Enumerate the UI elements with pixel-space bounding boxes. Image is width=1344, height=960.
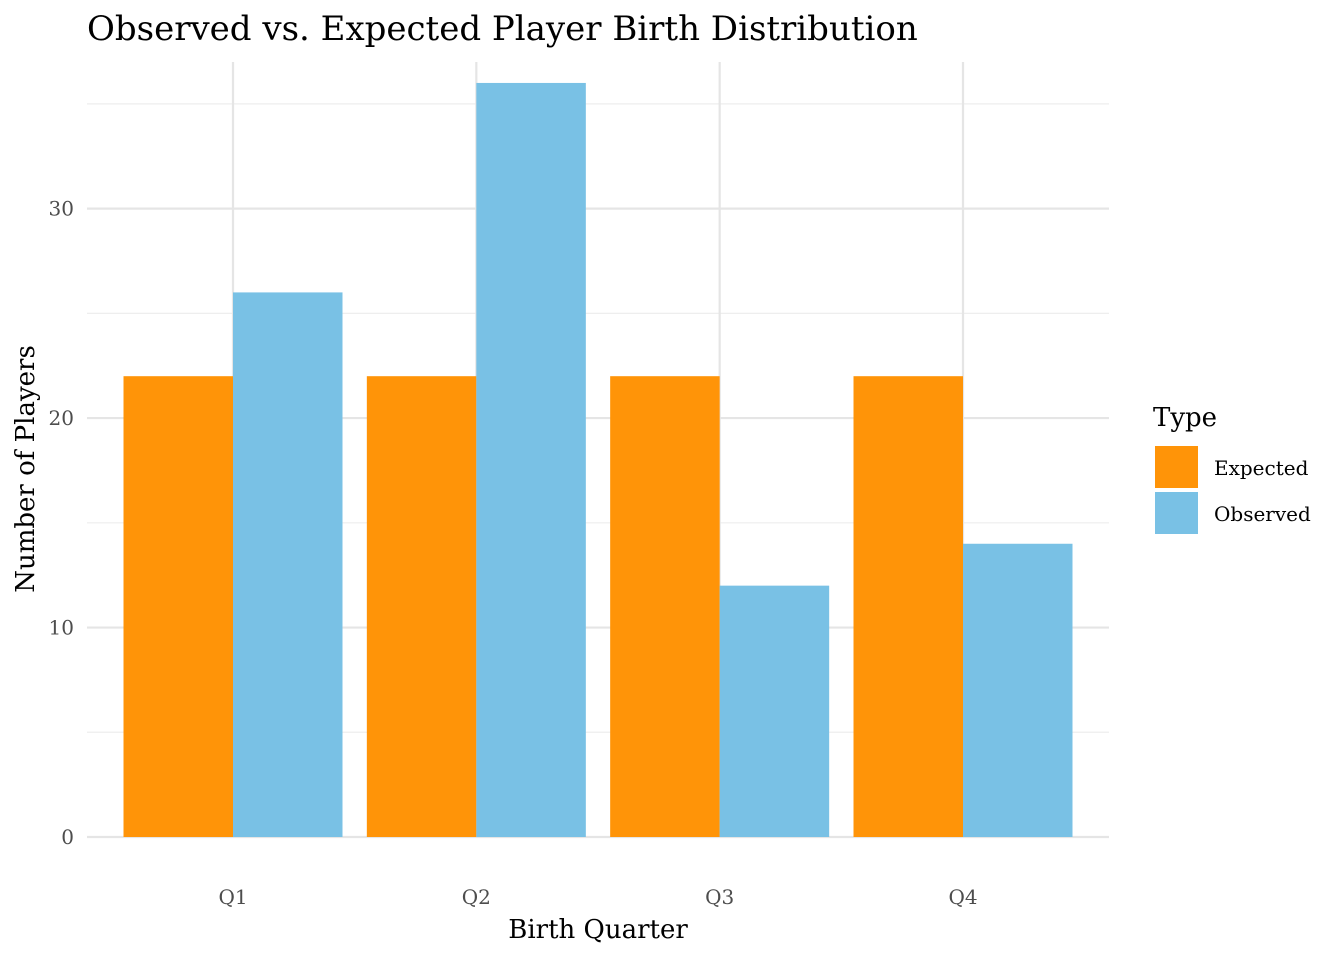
x-tick-label: Q3 xyxy=(705,885,734,909)
bars xyxy=(123,82,1073,838)
bar-expected-q1 xyxy=(123,376,233,837)
legend-label-observed: Observed xyxy=(1214,502,1311,526)
y-tick-label: 20 xyxy=(49,406,74,430)
y-tick-label: 30 xyxy=(49,197,74,221)
bar-observed-q3 xyxy=(719,585,830,837)
chart-title: Observed vs. Expected Player Birth Distr… xyxy=(87,9,918,49)
legend-label-expected: Expected xyxy=(1214,456,1309,480)
bar-expected-q3 xyxy=(610,376,720,837)
y-axis-ticks: 0 10 20 30 xyxy=(49,197,74,849)
legend-title: Type xyxy=(1153,403,1217,433)
legend-swatch-observed xyxy=(1155,492,1198,534)
x-tick-label: Q1 xyxy=(218,885,247,909)
y-tick-label: 0 xyxy=(61,825,74,849)
legend-items: Expected Observed xyxy=(1155,446,1311,534)
legend-swatch-expected xyxy=(1155,446,1198,488)
x-tick-label: Q4 xyxy=(948,885,977,909)
bar-observed-q1 xyxy=(233,292,343,837)
bar-observed-q2 xyxy=(476,82,586,838)
bar-observed-q4 xyxy=(963,543,1073,837)
bar-expected-q4 xyxy=(853,376,963,837)
legend: Type Expected Observed xyxy=(1153,403,1311,534)
y-axis-title: Number of Players xyxy=(11,345,41,593)
x-axis-ticks: Q1 Q2 Q3 Q4 xyxy=(218,885,977,909)
y-tick-label: 10 xyxy=(49,616,74,640)
x-tick-label: Q2 xyxy=(462,885,491,909)
bar-expected-q2 xyxy=(366,376,477,837)
x-axis-title: Birth Quarter xyxy=(508,915,688,945)
